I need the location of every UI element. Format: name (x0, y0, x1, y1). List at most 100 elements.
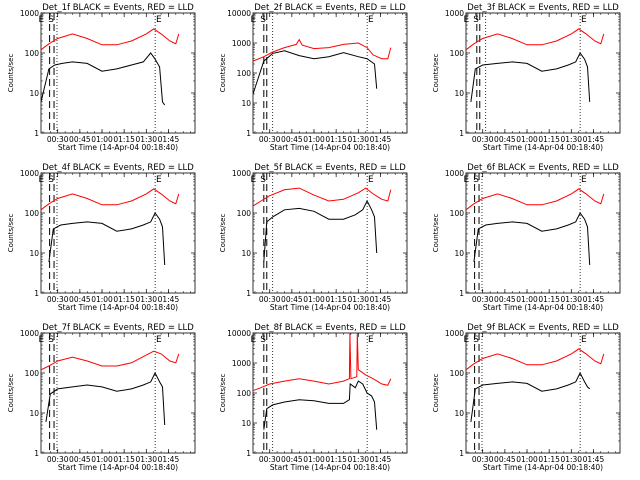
x-tick-label: 00:30 (259, 455, 281, 464)
x-tick-label: 01:00 (91, 295, 113, 304)
marker-label-e: E (156, 335, 162, 345)
marker-label-e: E (581, 15, 587, 25)
panel-8: Det_8f BLACK = Events, RED = LLD 1 10 100 10… (219, 323, 408, 472)
x-tick-label: 01:15 (325, 295, 347, 304)
y-tick-label: 1000 (445, 9, 464, 18)
x-axis-label: Start Time (14-Apr-04 00:18:40) (483, 303, 603, 312)
y-tick-label: 10 (454, 409, 464, 418)
panel-3: Det_3f BLACK = Events, RED = LLD 1 10 100 10… (432, 3, 621, 152)
x-tick-label: 01:15 (538, 455, 560, 464)
marker-label-s: S (260, 15, 266, 25)
marker-label-e: E (38, 175, 44, 185)
y-tick-label: 1000 (232, 39, 251, 48)
x-tick-label: 01:45 (583, 455, 605, 464)
marker-label-e: E (581, 335, 587, 345)
y-tick-label: 1 (246, 289, 251, 298)
x-tick-label: 00:30 (47, 455, 69, 464)
y-tick-label: 1 (34, 289, 39, 298)
x-tick-label: 00:30 (47, 135, 69, 144)
x-axis-label: Start Time (14-Apr-04 00:18:40) (483, 463, 603, 472)
series-lld-line (41, 188, 180, 211)
y-axis-label: Counts/sec (219, 54, 227, 93)
plot-frame (40, 332, 196, 454)
panel-5: Det_5f BLACK = Events, RED = LLD 1 10 100 10… (219, 163, 408, 312)
series-events-line (263, 199, 378, 262)
y-axis-label: Counts/sec (432, 54, 440, 93)
marker-label-e: E (368, 175, 374, 185)
x-axis-label: Start Time (14-Apr-04 00:18:40) (270, 303, 390, 312)
y-axis-label: Counts/sec (219, 374, 227, 413)
series-lld-line (253, 187, 392, 207)
marker-label-e: E (581, 175, 587, 185)
x-tick-label: 00:45 (281, 295, 303, 304)
y-tick-label: 1 (246, 129, 251, 138)
x-tick-label: 00:45 (494, 295, 516, 304)
x-tick-label: 01:30 (560, 455, 582, 464)
x-axis-label: Start Time (14-Apr-04 00:18:40) (58, 303, 178, 312)
x-tick-label: 01:45 (158, 455, 180, 464)
y-tick-label: 10 (454, 249, 464, 258)
y-tick-label: 100 (25, 369, 40, 378)
y-tick-label: 1000 (20, 9, 39, 18)
marker-label-s: S (260, 175, 266, 185)
x-tick-label: 01:45 (583, 135, 605, 144)
x-tick-label: 00:30 (47, 295, 69, 304)
y-tick-label: 100 (25, 209, 40, 218)
y-tick-label: 1 (459, 289, 464, 298)
y-tick-label: 1000 (445, 169, 464, 178)
x-axis-label: Start Time (14-Apr-04 00:18:40) (58, 143, 178, 152)
series-events-line (470, 371, 591, 422)
x-tick-label: 01:00 (303, 455, 325, 464)
x-tick-label: 01:00 (303, 135, 325, 144)
marker-label-e: E (463, 175, 469, 185)
y-axis-label: Counts/sec (432, 374, 440, 413)
y-tick-label: 100 (450, 49, 465, 58)
y-tick-label: 1000 (20, 169, 39, 178)
plot-frame (40, 12, 196, 134)
marker-label-s: S (473, 335, 479, 345)
y-tick-label: 1 (459, 129, 464, 138)
x-tick-label: 01:45 (370, 455, 392, 464)
x-tick-label: 00:45 (281, 135, 303, 144)
series-lld-line (253, 333, 392, 392)
x-tick-label: 01:15 (538, 295, 560, 304)
panel-title: Det_7f BLACK = Events, RED = LLD (42, 323, 194, 333)
plot-area (41, 333, 180, 453)
x-tick-label: 01:00 (91, 135, 113, 144)
y-tick-label: 100 (25, 49, 40, 58)
x-tick-label: 01:45 (583, 295, 605, 304)
y-tick-label: 100 (450, 209, 465, 218)
y-tick-label: 1000 (445, 329, 464, 338)
x-tick-label: 01:00 (516, 295, 538, 304)
x-tick-label: 00:45 (69, 135, 91, 144)
x-tick-label: 00:30 (472, 455, 494, 464)
x-axis-label: Start Time (14-Apr-04 00:18:40) (483, 143, 603, 152)
plot-area (41, 173, 180, 293)
plot-area (253, 333, 392, 453)
panel-4: Det_4f BLACK = Events, RED = LLD 1 10 100 10… (7, 163, 196, 312)
marker-label-e: E (463, 15, 469, 25)
series-lld-line (41, 28, 180, 51)
x-tick-label: 01:00 (516, 135, 538, 144)
x-tick-label: 01:15 (538, 135, 560, 144)
x-tick-label: 01:30 (347, 295, 369, 304)
y-tick-label: 10000 (227, 9, 251, 18)
series-lld-line (466, 188, 605, 211)
x-tick-label: 01:15 (325, 135, 347, 144)
y-tick-label: 1 (459, 449, 464, 458)
x-tick-label: 00:45 (494, 135, 516, 144)
series-lld-line (466, 28, 605, 51)
series-lld-line (466, 348, 605, 371)
y-tick-label: 1000 (20, 329, 39, 338)
marker-label-e: E (250, 175, 256, 185)
y-tick-label: 1 (34, 449, 39, 458)
plot-frame (465, 332, 621, 454)
y-axis-label: Counts/sec (7, 54, 15, 93)
marker-label-e: E (463, 335, 469, 345)
series-events-line (48, 212, 166, 266)
panel-6: Det_6f BLACK = Events, RED = LLD 1 10 100 10… (432, 163, 621, 312)
x-tick-label: 01:30 (135, 295, 157, 304)
y-axis-label: Counts/sec (7, 214, 15, 253)
x-tick-label: 00:30 (472, 135, 494, 144)
